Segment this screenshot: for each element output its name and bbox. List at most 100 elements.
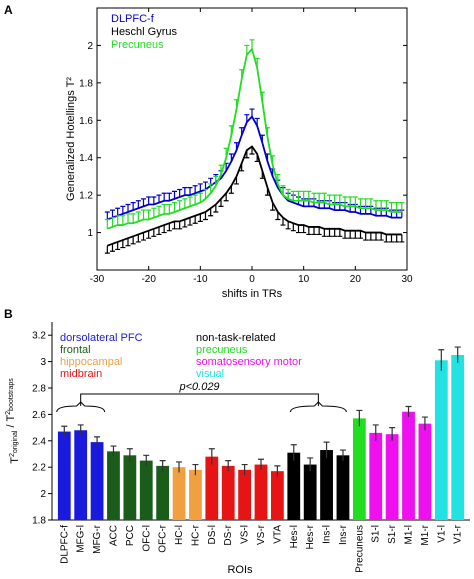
panel-a-x-tick-label: 0 [249, 274, 255, 285]
panel-b-error-bar [421, 416, 428, 431]
panel-a-error-bar [177, 200, 183, 211]
panel-b-x-tick-label: S1-r [387, 524, 398, 544]
panel-b-x-tick-label: Hes-l [289, 525, 300, 548]
panel-a-error-bar [110, 243, 115, 252]
panel-a-x-tick-label: 30 [401, 274, 413, 285]
panel-a-error-bar [234, 142, 239, 151]
panel-b-error-bar [126, 448, 133, 462]
panel-b-legend-entry: non-task-related [196, 332, 276, 344]
panel-a-error-bar [394, 234, 400, 243]
panel-a-error-bar [197, 192, 203, 203]
panel-a-error-bar [306, 190, 312, 201]
panel-a-x-tick-label: -10 [193, 274, 208, 285]
panel-b-error-bar [208, 448, 215, 465]
panel-a-error-bar [358, 198, 363, 209]
panel-a-error-bar [125, 238, 131, 247]
panel-a-series-line [107, 47, 402, 230]
panel-a-error-bar [383, 234, 389, 243]
panel-b-error-bar [143, 454, 150, 466]
panel-a-error-bar [332, 194, 338, 205]
panel-a-error-bar [110, 209, 115, 218]
panel-a-error-bar [156, 205, 162, 216]
panel-b-x-tick-label: PCC [125, 525, 136, 546]
panel-b-error-bar [438, 349, 445, 371]
panel-b-x-tick-label: VS-l [240, 525, 251, 544]
panel-a-error-bar [316, 192, 322, 203]
panel-b-bar [172, 467, 186, 520]
panel-b-legend-entry: midbrain [60, 368, 102, 380]
panel-a-error-bar [327, 194, 332, 205]
panel-a-legend-entry: DLPFC-f [111, 13, 155, 25]
panel-b-bar [107, 451, 120, 520]
panel-a-error-bar [383, 200, 389, 211]
panel-a-error-bar [296, 225, 301, 234]
panel-b-error-bar [110, 445, 117, 457]
panel-a-y-tick-label: 1 [87, 228, 93, 239]
panel-b-error-bar [241, 463, 248, 476]
panel-a-error-bar [254, 153, 260, 163]
panel-a-error-bar [146, 230, 152, 239]
panel-b-y-axis-label: T2original / T2bootstraps [5, 378, 21, 464]
panel-a-error-bar [244, 150, 250, 159]
panel-a-error-bar [389, 202, 394, 212]
panel-a-error-bar [172, 190, 177, 199]
panel-a-error-bar [347, 196, 353, 207]
panel-b-legend-entry: visual [196, 368, 224, 380]
panel-a-error-bar [239, 163, 245, 172]
panel-a-error-bar [285, 188, 291, 199]
panel-a-error-bar [187, 217, 193, 226]
panel-a-x-tick-label: 20 [350, 274, 362, 285]
panel-b-x-tick-label: DS-r [223, 524, 234, 545]
panel-b-bar [254, 464, 268, 520]
panel-a-error-bar [156, 226, 162, 236]
panel-b-bar [352, 418, 366, 520]
panel-b-error-bar [176, 461, 183, 473]
panel-b-legend-entry: somatosensory motor [196, 356, 302, 368]
panel-b-error-bar [192, 463, 199, 476]
panel-a-error-bar [368, 232, 374, 241]
panel-a-error-bar [172, 221, 177, 230]
panel-b-x-tick-label: HC-l [174, 525, 185, 545]
panel-a-error-bar [151, 228, 157, 237]
panel-a-x-axis-label: shifts in TRs [222, 288, 283, 300]
panel-a-legend-entry: Precuneus [111, 39, 164, 51]
panel-a-error-bar [203, 211, 208, 221]
panel-b-bar [320, 450, 333, 520]
panel-a-error-bar [223, 193, 229, 202]
panel-a-error-bar [321, 192, 327, 203]
panel-a-error-bar [146, 209, 152, 220]
panel-a-series-line [107, 145, 402, 247]
panel-a-error-bar [166, 223, 172, 232]
panel-b-error-bar [159, 460, 166, 472]
panel-b-error-bar [290, 444, 297, 461]
panel-a-error-bar [151, 196, 157, 205]
panel-a-error-bar [352, 196, 358, 207]
panel-a-error-bar [337, 228, 343, 237]
panel-b-error-bar [77, 424, 84, 436]
panel-a-error-bar [177, 221, 183, 230]
panel-a-error-bar [259, 91, 265, 102]
panel-a-error-bar [358, 230, 363, 239]
panel-b-y-tick-label: 3.2 [32, 331, 46, 342]
panel-a-error-bar [265, 153, 270, 162]
panel-a-error-bar [270, 202, 276, 211]
panel-a-error-bar [399, 202, 405, 212]
panel-a-error-bar [373, 232, 379, 241]
panel-a-error-bar [285, 221, 291, 230]
panel-b-y-tick-label: 2.8 [32, 384, 46, 395]
panel-b-brace-right [289, 401, 347, 413]
panel-a-error-bar [125, 213, 131, 224]
panel-a-error-bar [223, 147, 229, 158]
panel-b-bar [156, 465, 170, 520]
panel-b-legend-entry: dorsolateral PFC [60, 332, 143, 344]
panel-b-x-tick-label: S1-l [371, 525, 382, 543]
panel-b-error-bar [307, 457, 314, 472]
panel-a-error-bar [192, 215, 198, 224]
panel-a-error-bar [265, 187, 270, 196]
panel-b-y-tick-label: 2.2 [32, 463, 46, 474]
panel-a-x-tick-label: -20 [141, 274, 156, 285]
panel-a-error-bar [120, 205, 126, 214]
panel-a-error-bar [316, 226, 322, 236]
panel-b-error-bar [61, 425, 68, 437]
